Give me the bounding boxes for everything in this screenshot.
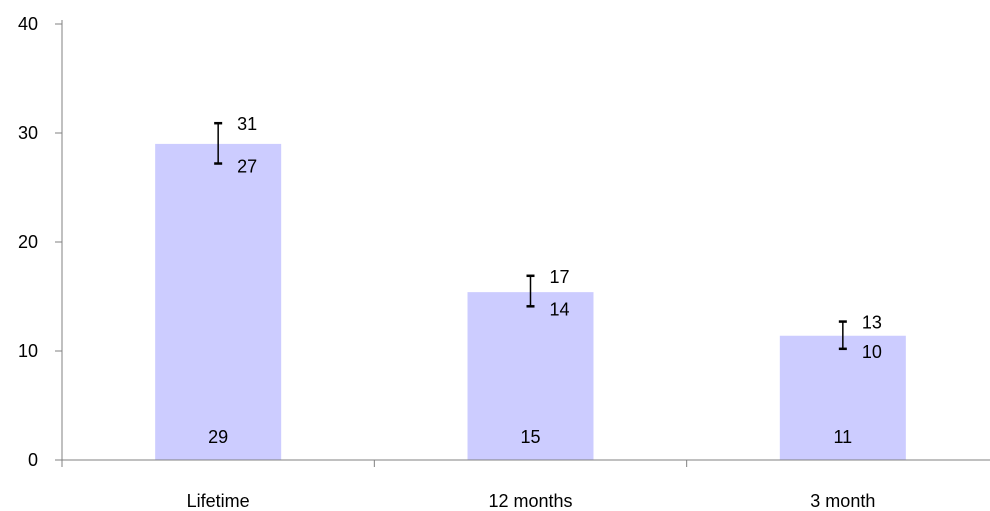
bars-layer [155,143,906,460]
bar-value-label: 15 [520,427,540,447]
y-tick-label: 30 [18,123,38,143]
error-bars-layer [214,121,847,351]
x-category-label: 12 months [488,491,572,511]
axes-layer [55,20,990,467]
bar [467,292,594,460]
x-category-label: Lifetime [187,491,250,511]
y-tick-label: 10 [18,341,38,361]
y-tick-label: 40 [18,14,38,34]
error-low-label: 14 [550,299,570,319]
y-tick-label: 20 [18,232,38,252]
bar-value-label: 11 [833,427,852,447]
error-low-label: 27 [237,157,257,177]
bar-value-label: 29 [208,427,228,447]
bar [155,143,282,460]
error-low-label: 10 [862,342,882,362]
error-high-label: 17 [550,267,570,287]
y-tick-label: 0 [28,450,38,470]
error-high-label: 31 [237,114,257,134]
labels-layer: 0 10 20 30 40 29 31 27 Lifetime 15 17 14 12 months 11… [18,14,882,511]
error-high-label: 13 [862,313,882,333]
bar [779,335,906,460]
x-category-label: 3 month [810,491,875,511]
